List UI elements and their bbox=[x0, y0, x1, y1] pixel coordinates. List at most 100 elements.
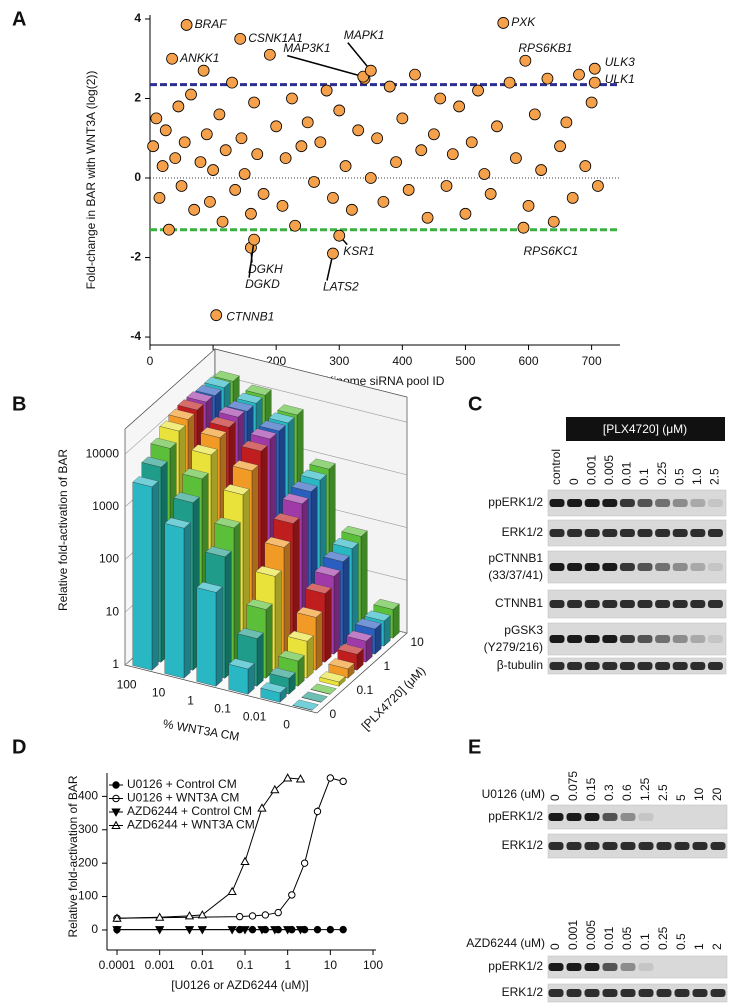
bar-side-shade bbox=[279, 687, 287, 703]
bar-top-shade bbox=[196, 582, 223, 593]
point bbox=[371, 132, 384, 145]
band bbox=[549, 600, 565, 608]
band bbox=[567, 563, 583, 571]
row-label: CTNNB1 bbox=[495, 596, 543, 610]
x-tick-label: 0.01 bbox=[243, 710, 267, 724]
bar bbox=[319, 677, 340, 687]
point bbox=[402, 184, 415, 196]
band bbox=[584, 662, 600, 670]
point-label: PXK bbox=[511, 15, 536, 29]
point bbox=[390, 156, 402, 169]
point bbox=[434, 92, 447, 105]
depth-tick-label: 0 bbox=[330, 707, 337, 721]
point bbox=[465, 136, 478, 149]
lane-label: 0.001 bbox=[566, 920, 580, 950]
bar-side-shade bbox=[347, 663, 355, 679]
point bbox=[547, 215, 560, 228]
lane-label: 0 bbox=[548, 943, 562, 950]
band bbox=[602, 813, 618, 821]
point bbox=[197, 926, 207, 935]
band bbox=[690, 635, 706, 643]
leader-line bbox=[347, 42, 372, 72]
band bbox=[655, 563, 671, 571]
lane-label: 0.25 bbox=[655, 461, 669, 485]
band bbox=[672, 529, 688, 537]
bar-top-shade bbox=[264, 537, 291, 548]
blot-strip bbox=[547, 955, 728, 979]
point bbox=[184, 926, 195, 935]
point bbox=[270, 926, 280, 935]
lane-label: 1 bbox=[692, 943, 706, 950]
band bbox=[602, 989, 618, 997]
bar-top-shade bbox=[346, 630, 373, 642]
point-label: MAPK1 bbox=[344, 28, 385, 42]
bar-top-shade bbox=[200, 427, 227, 438]
bar-side-shade bbox=[338, 676, 346, 687]
band bbox=[637, 529, 653, 537]
x-axis-label: [U0126 or AZD6244 (uM)] bbox=[171, 978, 308, 992]
bar-side-shade bbox=[274, 570, 282, 671]
point bbox=[409, 68, 421, 81]
bar-top-shade bbox=[237, 628, 264, 639]
point bbox=[396, 112, 409, 125]
row-label: ERK1/2 bbox=[502, 525, 544, 539]
bar-top-shade bbox=[245, 384, 272, 396]
depth-tick-label: 0.1 bbox=[357, 683, 374, 697]
lane-label: 5 bbox=[674, 794, 688, 801]
point bbox=[226, 76, 238, 89]
point-label: DGKH bbox=[248, 262, 283, 276]
point bbox=[427, 128, 440, 141]
band bbox=[638, 813, 654, 821]
point bbox=[288, 891, 296, 899]
band bbox=[584, 963, 600, 971]
point bbox=[522, 199, 535, 212]
point bbox=[289, 219, 302, 232]
lane-label: 0.01 bbox=[620, 461, 634, 485]
band bbox=[656, 842, 672, 850]
band bbox=[619, 662, 635, 670]
point-label: RPS6KC1 bbox=[523, 244, 578, 258]
point bbox=[112, 926, 122, 935]
band bbox=[690, 499, 706, 507]
band bbox=[566, 842, 582, 850]
bar-top-shade bbox=[296, 607, 323, 618]
bar bbox=[292, 705, 312, 711]
labeled-point bbox=[333, 229, 346, 242]
point bbox=[270, 784, 280, 794]
point bbox=[554, 140, 566, 153]
y-tick-label: -4 bbox=[130, 329, 141, 343]
panel-letter: A bbox=[12, 8, 26, 30]
point bbox=[204, 195, 216, 208]
band bbox=[602, 529, 618, 537]
point bbox=[188, 203, 201, 216]
point bbox=[169, 152, 182, 165]
point bbox=[163, 223, 175, 236]
bar-top-shade bbox=[291, 481, 318, 492]
band bbox=[619, 563, 635, 571]
point bbox=[257, 188, 270, 200]
depth-axis-label: [PLX4720] (μM) bbox=[359, 664, 428, 733]
band bbox=[655, 529, 671, 537]
point bbox=[440, 180, 453, 192]
bar-side-shade bbox=[224, 551, 232, 679]
x-tick-label: 1 bbox=[284, 958, 291, 972]
point bbox=[175, 180, 188, 192]
row-label: (33/37/41) bbox=[488, 568, 543, 582]
bar-top-shade bbox=[141, 456, 168, 468]
point bbox=[147, 140, 160, 153]
band bbox=[602, 563, 618, 571]
point bbox=[248, 912, 257, 920]
y-tick-label: 0 bbox=[91, 922, 98, 936]
bar-top-shade bbox=[168, 409, 195, 420]
point bbox=[270, 120, 283, 133]
band bbox=[690, 600, 706, 608]
bar-side-shade bbox=[288, 672, 296, 695]
bar-top-shade bbox=[337, 643, 364, 655]
legend-label: AZD6244 + WNT3A CM bbox=[127, 818, 255, 832]
point bbox=[227, 886, 237, 896]
point bbox=[339, 160, 352, 172]
point bbox=[261, 911, 270, 919]
x-tick-label: 600 bbox=[519, 354, 539, 368]
band bbox=[655, 499, 671, 507]
x-tick-label: 0 bbox=[283, 718, 290, 732]
